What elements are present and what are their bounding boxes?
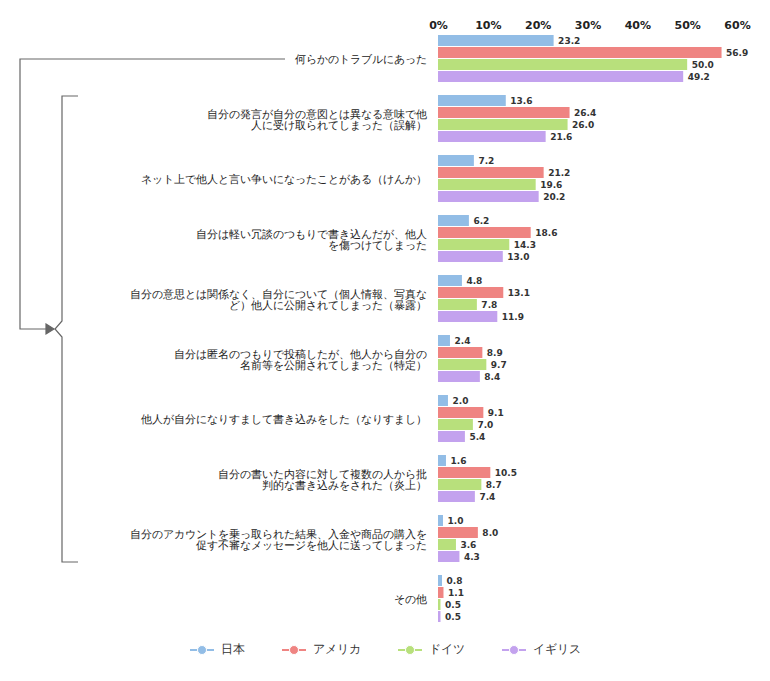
svg-text:56.9: 56.9	[726, 48, 748, 58]
svg-text:14.3: 14.3	[514, 240, 536, 250]
svg-text:20%: 20%	[525, 19, 551, 32]
svg-text:40%: 40%	[625, 19, 651, 32]
svg-text:10.5: 10.5	[495, 468, 517, 478]
html-text:イギリス: イギリス	[533, 642, 581, 656]
html-text:アメリカ: アメリカ	[313, 642, 361, 656]
svg-text:8.4: 8.4	[484, 372, 500, 382]
svg-text:23.2: 23.2	[558, 36, 580, 46]
svg-text:7.2: 7.2	[478, 156, 494, 166]
svg-text:その他: その他	[394, 593, 427, 606]
svg-text:1.0: 1.0	[447, 516, 463, 526]
svg-text:19.6: 19.6	[540, 180, 562, 190]
svg-text:自分は軽い冗談のつもりで書き込んだが、他人を傷つけてしまった: 自分は軽い冗談のつもりで書き込んだが、他人を傷つけてしまった	[196, 228, 427, 252]
svg-text:7.4: 7.4	[479, 492, 495, 502]
svg-text:8.9: 8.9	[487, 348, 503, 358]
svg-text:何らかのトラブルにあった: 何らかのトラブルにあった	[295, 53, 427, 66]
svg-text:0.5: 0.5	[445, 612, 461, 622]
svg-text:自分の発言が自分の意図とは異なる意味で他人に受け取られてしま: 自分の発言が自分の意図とは異なる意味で他人に受け取られてしまった（誤解）	[207, 108, 427, 132]
svg-text:6.2: 6.2	[473, 216, 489, 226]
svg-text:21.2: 21.2	[548, 168, 570, 178]
svg-text:21.6: 21.6	[550, 132, 572, 142]
svg-text:13.1: 13.1	[508, 288, 530, 298]
svg-text:9.7: 9.7	[491, 360, 507, 370]
svg-text:10%: 10%	[475, 19, 501, 32]
svg-text:他人が自分になりすまして書き込みをした（なりすまし）: 他人が自分になりすまして書き込みをした（なりすまし）	[141, 413, 427, 426]
svg-text:13.0: 13.0	[507, 252, 529, 262]
svg-text:11.9: 11.9	[502, 312, 524, 322]
svg-text:2.0: 2.0	[452, 396, 468, 406]
svg-text:18.6: 18.6	[535, 228, 557, 238]
svg-text:26.0: 26.0	[572, 120, 594, 130]
svg-text:30%: 30%	[575, 19, 601, 32]
svg-text:自分の書いた内容に対して複数の人から批判的な書き込みをされた: 自分の書いた内容に対して複数の人から批判的な書き込みをされた（炎上）	[218, 468, 427, 492]
svg-text:1.1: 1.1	[448, 588, 464, 598]
svg-text:自分は匿名のつもりで投稿したが、他人から自分の名前等を公開さ: 自分は匿名のつもりで投稿したが、他人から自分の名前等を公開されてしまった（特定）	[174, 348, 427, 372]
svg-text:9.1: 9.1	[488, 408, 504, 418]
svg-text:0.8: 0.8	[446, 576, 462, 586]
svg-text:49.2: 49.2	[688, 72, 710, 82]
svg-text:7.0: 7.0	[477, 420, 493, 430]
svg-text:3.6: 3.6	[460, 540, 476, 550]
svg-text:2.4: 2.4	[454, 336, 470, 346]
svg-text:4.3: 4.3	[464, 552, 480, 562]
svg-text:13.6: 13.6	[510, 96, 532, 106]
svg-text:20.2: 20.2	[543, 192, 565, 202]
svg-text:自分のアカウントを乗っ取られた結果、入金や商品の購入を促す不: 自分のアカウントを乗っ取られた結果、入金や商品の購入を促す不審なメッセージを他人…	[130, 528, 427, 552]
svg-text:50.0: 50.0	[692, 60, 714, 70]
svg-text:26.4: 26.4	[574, 108, 596, 118]
svg-text:7.8: 7.8	[481, 300, 497, 310]
svg-text:自分の意思とは関係なく、自分について（個人情報、写真など）他: 自分の意思とは関係なく、自分について（個人情報、写真など）他人に公開されてしまっ…	[130, 288, 427, 312]
html-text:ドイツ: ドイツ	[429, 642, 465, 656]
svg-text:5.4: 5.4	[469, 432, 485, 442]
svg-text:50%: 50%	[674, 19, 700, 32]
svg-text:ネット上で他人と言い争いになったことがある（けんか）: ネット上で他人と言い争いになったことがある（けんか）	[141, 173, 427, 186]
svg-text:8.7: 8.7	[486, 480, 502, 490]
svg-text:8.0: 8.0	[482, 528, 498, 538]
svg-text:60%: 60%	[724, 19, 750, 32]
svg-text:1.6: 1.6	[450, 456, 466, 466]
svg-text:4.8: 4.8	[466, 276, 482, 286]
svg-text:0%: 0%	[429, 19, 448, 32]
svg-text:0.5: 0.5	[445, 600, 461, 610]
html-text:日本: 日本	[221, 642, 245, 656]
